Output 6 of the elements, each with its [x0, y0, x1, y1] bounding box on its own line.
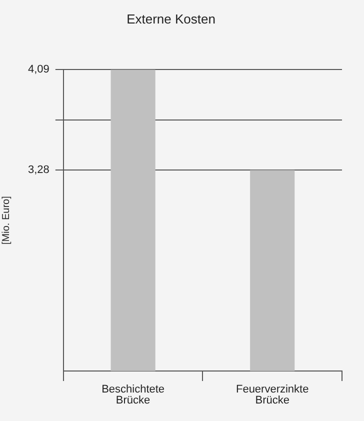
chart-title: Externe Kosten — [126, 11, 216, 26]
x-tick-label: Beschichtete Brücke — [102, 384, 165, 407]
y-tick-label: 4,09 — [28, 64, 50, 76]
y-axis-title: [Mio. Euro] — [0, 196, 12, 244]
y-tick-label: 3,28 — [28, 164, 50, 176]
x-tick-label: Feuerverzinkte Brücke — [236, 384, 309, 407]
